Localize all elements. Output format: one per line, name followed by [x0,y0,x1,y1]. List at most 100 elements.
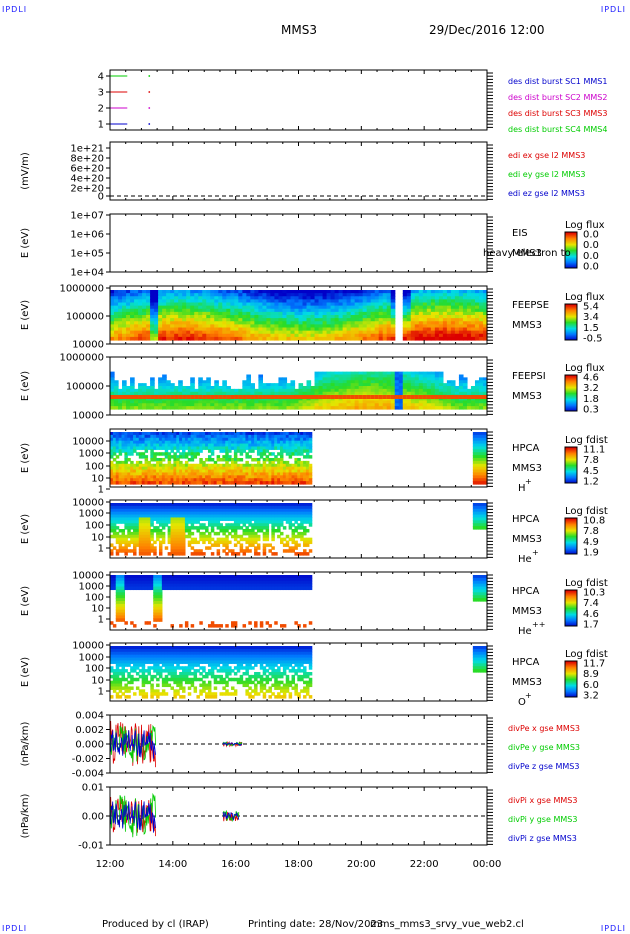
spectrogram-cell-h [305,446,310,450]
spectrogram-cell-feepse [142,296,147,300]
spectrogram-cell-h [135,460,140,465]
spectrogram-cell-feepse [374,318,380,322]
spectrogram-cell-he1 [173,529,177,533]
spectrogram-cell-h [176,478,180,482]
spectrogram-cell-he1 [184,529,189,533]
spectrogram-cell-feepse [442,321,448,325]
spectrogram-cell-he1 [127,543,131,547]
spectrogram-cell-h [205,475,209,479]
spectrogram-cell-feepse [210,293,215,297]
spectrogram-cell-h [228,463,232,468]
spectrogram-cell-feepse [226,299,231,304]
spectrogram-cell-h [265,481,270,485]
spectrogram-cell-feepse [346,305,352,310]
spectrogram-cell-h [485,463,488,468]
spectrogram-cell-feepse [142,330,147,335]
spectrogram-cell-feepsi [374,395,380,399]
spectrogram-cell-feepse [302,311,308,316]
spectrogram-cell-h [268,469,272,474]
spectrogram-cell-he1 [173,514,177,519]
y-tick-label-feepse: 100000 [66,312,104,323]
spectrogram-cell-h [158,437,163,442]
spectrogram-cell-feepse [154,315,159,319]
spectrogram-cell-h [280,455,284,459]
spectrogram-cell-he1 [144,520,149,524]
spectrogram-cell-h [297,469,301,474]
spectrogram-cell-h [233,463,238,468]
spectrogram-cell-h [256,452,261,456]
spectrogram-cell-h [202,437,206,442]
spectrogram-cell-h [170,440,174,445]
spectrogram-cell-feepsi [206,403,211,407]
spectrogram-cell-he1 [133,529,137,533]
spectrogram-cell-h [271,443,275,448]
spectrogram-cell-h [112,475,117,479]
spectrogram-cell-h [476,437,479,442]
spectrogram-cell-h [124,437,128,442]
spectrogram-cell-feepse [294,315,300,319]
spectrogram-cell-h [153,472,157,476]
spectrogram-cell-feepse [370,321,376,325]
spectrogram-cell-feepsi [222,400,227,404]
spectrogram-cell-feepse [118,293,123,297]
spectrogram-cell-h [173,466,177,471]
spectrogram-cell-feepse [278,327,284,332]
spectrogram-cell-feepse [214,330,219,335]
spectrogram-cell-he1 [167,503,172,507]
spectrogram-cell-feepse [178,293,183,297]
spectrogram-cell-h [207,475,212,479]
spectrogram-cell-feepse [250,296,255,300]
spectrogram-cell-feepse [310,330,316,335]
spectrogram-cell-feepse [230,290,235,294]
spectrogram-cell-feepse [410,290,416,294]
colorbar-gradient-feepsi [565,394,577,396]
spectrogram-cell-h [294,478,298,482]
spectrogram-cell-feepse [470,333,476,338]
spectrogram-cell-feepse [266,299,272,304]
spectrogram-cell-h [216,443,221,448]
spectrogram-cell-feepsi [278,400,284,404]
spectrogram-cell-h [216,481,221,485]
spectrogram-cell-feepse [406,315,412,319]
spectrogram-cell-feepse [194,290,199,294]
spectrogram-cell-feepsi [294,388,300,393]
spectrogram-cell-h [291,466,296,471]
spectrogram-cell-feepsi [158,395,163,399]
spectrogram-cell-he1 [184,508,189,513]
spectrogram-cell-feepsi [122,386,127,390]
spectrogram-cell-he1 [207,534,212,539]
spectrogram-cell-feepsi [426,406,432,410]
spectrogram-cell-feepsi [430,386,436,390]
spectrogram-cell-feepse [350,321,356,325]
colorbar-gradient-feepsi [565,377,577,379]
spectrogram-cell-feepse [166,311,171,316]
spectrogram-cell-he1 [135,543,140,547]
spectrogram-cell-feepsi [414,377,420,381]
spectrogram-cell-feepse [130,293,135,297]
spectrogram-cell-feepse [146,305,151,310]
spectrogram-cell-feepsi [238,388,243,393]
spectrogram-cell-feepsi [150,400,155,404]
colorbar-gradient-eis [565,251,577,253]
spectrogram-cell-feepse [258,324,264,329]
spectrogram-cell-feepse [194,330,199,335]
spectrogram-cell-feepse [198,324,203,329]
spectrogram-cell-h [233,449,238,453]
spectrogram-cell-feepse [326,302,332,307]
spectrogram-cell-h [121,475,126,479]
spectrogram-cell-h [213,432,218,436]
spectrogram-cell-feepse [278,293,284,297]
spectrogram-cell-h [248,449,252,453]
spectrogram-cell-he1 [133,546,137,550]
spectrogram-cell-feepse [334,318,340,322]
spectrogram-cell-h [274,463,278,468]
spectrogram-cell-feepse [326,290,332,294]
spectrogram-cell-feepse [238,296,243,300]
spectrogram-cell-h [483,449,486,453]
spectrogram-cell-h [308,443,313,448]
spectrogram-cell-feepsi [318,403,324,407]
spectrogram-cell-feepse [358,321,364,325]
spectrogram-cell-feepsi [294,406,300,410]
spectrogram-cell-feepse [234,293,239,297]
spectrogram-cell-feepsi [286,395,292,399]
